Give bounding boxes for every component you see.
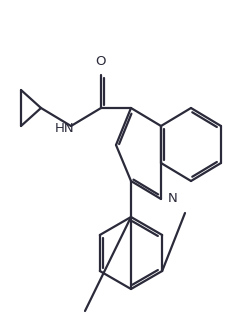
Text: HN: HN bbox=[55, 122, 75, 134]
Text: N: N bbox=[168, 192, 178, 205]
Text: O: O bbox=[96, 55, 106, 68]
